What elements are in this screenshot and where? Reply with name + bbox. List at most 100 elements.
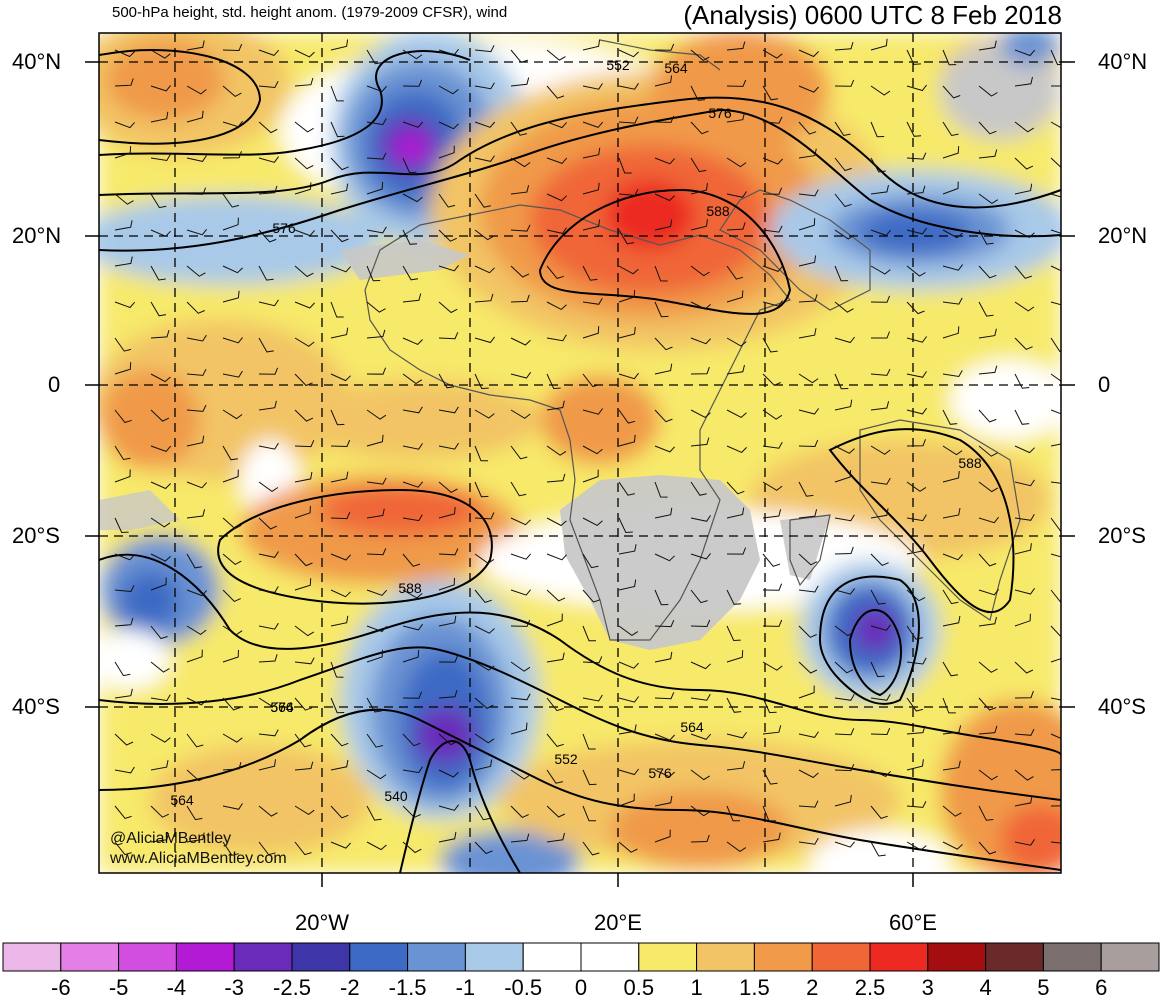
wind-barb	[510, 553, 532, 560]
wind-barb	[618, 265, 639, 275]
wind-barb	[510, 372, 532, 379]
wind-barb	[798, 85, 819, 93]
wind-barb	[330, 157, 349, 171]
wind-barb	[474, 155, 495, 162]
wind-barb	[438, 48, 459, 56]
wind-barb	[330, 733, 349, 747]
wind-barb	[690, 589, 708, 604]
wind-barb	[402, 766, 423, 774]
wind-barb	[762, 157, 783, 165]
wind-barb	[330, 265, 351, 273]
wind-barb	[546, 517, 567, 527]
wind-barb	[870, 553, 889, 566]
wind-barb	[474, 373, 489, 390]
wind-barb	[222, 697, 241, 711]
wind-barb	[366, 152, 387, 160]
wind-barb	[798, 408, 820, 415]
wind-barb	[690, 366, 710, 375]
wind-barb	[438, 506, 456, 519]
wind-barb	[1014, 769, 1034, 781]
wind-barb	[366, 265, 381, 282]
wind-barb	[258, 622, 279, 630]
wind-barb	[690, 834, 710, 843]
wind-barb	[798, 837, 819, 845]
wind-barb	[510, 722, 528, 735]
gray-land-madagascar	[780, 515, 830, 580]
lat-label-right-eq: 0	[1098, 372, 1111, 397]
wind-barb	[474, 293, 494, 303]
wind-barb	[294, 121, 314, 133]
wind-barb	[150, 733, 171, 743]
wind-barb	[474, 841, 493, 855]
wind-barb	[834, 373, 849, 390]
colorbar-swatch	[291, 942, 351, 972]
wind-barb	[150, 373, 171, 383]
wind-barb	[798, 148, 817, 159]
wind-barb	[222, 193, 240, 208]
wind-barb	[1014, 795, 1033, 807]
colorbar-swatch	[580, 942, 640, 972]
anomaly-shading	[99, 33, 1061, 873]
wind-barb	[258, 586, 279, 593]
wind-barb	[546, 334, 567, 342]
wind-barb	[978, 697, 997, 711]
wind-barb	[366, 589, 388, 596]
wind-barb	[258, 805, 278, 817]
wind-barb	[474, 82, 495, 90]
wind-barb	[654, 481, 668, 498]
wind-barb	[510, 337, 531, 346]
wind-barb	[510, 49, 529, 63]
wind-barb	[402, 373, 423, 385]
wind-barb	[114, 688, 133, 699]
wind-barb	[978, 769, 998, 781]
wind-barb	[114, 256, 133, 267]
contour-value-labels: 552 5645765885765885885765645765645525405…	[170, 57, 982, 808]
wind-barb	[834, 694, 855, 701]
wind-barb	[690, 805, 710, 817]
colorbar-swatch	[118, 942, 177, 972]
wind-barb	[186, 805, 203, 821]
wind-barb	[1050, 193, 1061, 198]
wind-barb	[906, 265, 926, 277]
wind-barb	[546, 832, 565, 843]
lat-label-left-40n: 40°N	[12, 49, 62, 74]
lat-label-right-40n: 40°N	[1098, 49, 1148, 74]
wind-barb	[438, 548, 459, 556]
wind-barb	[366, 49, 383, 65]
wind-barb	[402, 157, 417, 174]
wind-barb	[1014, 229, 1035, 239]
wind-barb	[726, 650, 744, 663]
wind-barb	[258, 185, 278, 195]
wind-barb	[870, 85, 891, 96]
wind-barb	[294, 761, 314, 771]
wind-barb	[366, 548, 387, 556]
wind-barb	[654, 337, 673, 351]
wind-barb	[222, 409, 243, 420]
contour-label: 576	[708, 105, 732, 121]
wind-barb	[1014, 479, 1035, 487]
wind-barb	[510, 445, 528, 460]
wind-barb	[510, 77, 530, 87]
wind-barb	[294, 505, 311, 519]
wind-barb	[618, 83, 639, 90]
contour-label: 576	[272, 220, 296, 236]
wind-barb	[150, 154, 171, 162]
wind-barb	[474, 121, 496, 128]
wind-barb	[510, 805, 529, 818]
wind-barb	[654, 265, 668, 282]
contour-label: 552	[606, 57, 630, 73]
wind-barb	[330, 301, 344, 318]
wind-barb	[870, 477, 891, 485]
contour-label: 588	[958, 455, 982, 471]
wind-barb	[222, 469, 239, 483]
wind-barb	[366, 118, 387, 126]
wind-barb	[222, 120, 243, 128]
wind-barb	[510, 693, 531, 701]
wind-barb	[438, 193, 456, 208]
wind-barb	[330, 589, 351, 598]
colorbar-tick-label: -3	[224, 975, 244, 1000]
wind-barb	[942, 297, 963, 305]
wind-barb	[1014, 76, 1033, 87]
wind-barb	[438, 481, 458, 494]
wind-barb	[438, 655, 459, 663]
